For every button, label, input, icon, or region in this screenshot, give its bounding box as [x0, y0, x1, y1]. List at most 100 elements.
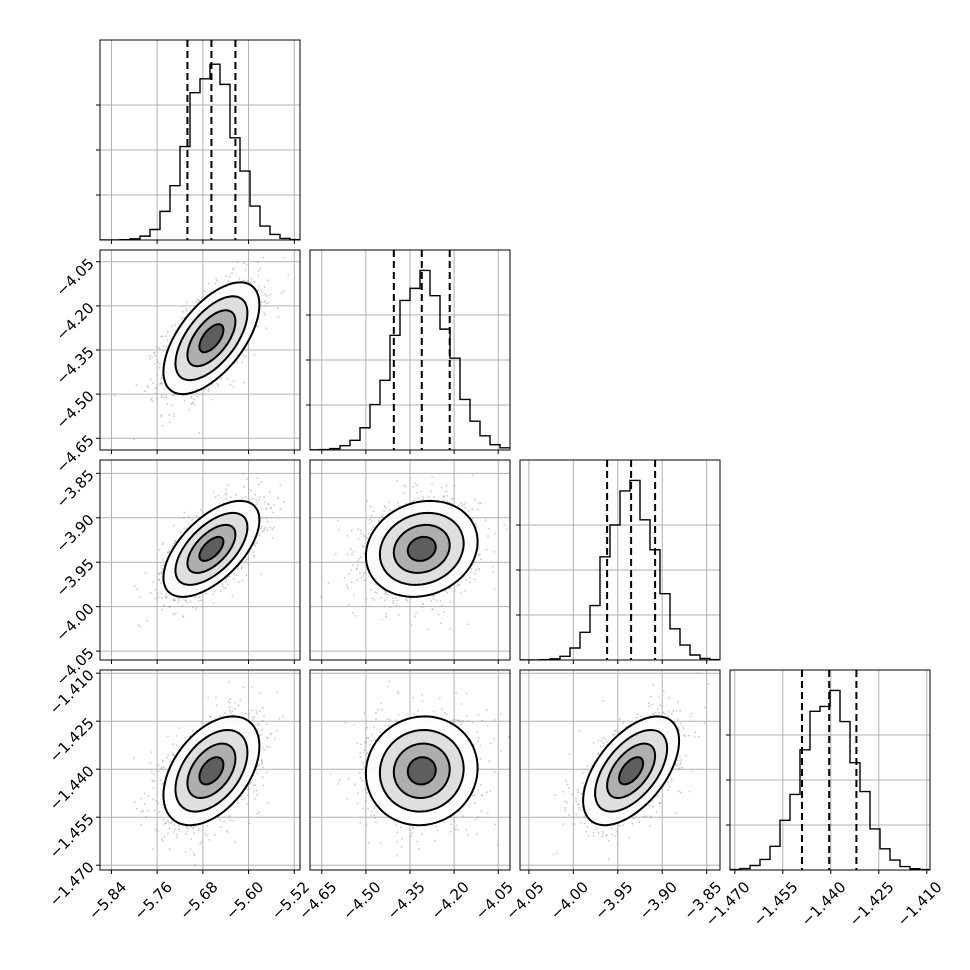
sample-point	[232, 386, 235, 388]
sample-point	[172, 542, 175, 544]
sample-point	[229, 383, 232, 386]
sample-point	[433, 594, 435, 597]
sample-point	[227, 583, 229, 586]
sample-point	[360, 532, 363, 535]
sample-point	[157, 770, 160, 773]
sample-point	[370, 589, 372, 591]
sample-point	[327, 582, 330, 584]
sample-point	[257, 270, 260, 272]
sample-point	[164, 595, 167, 598]
sample-point	[158, 347, 161, 349]
sample-point	[244, 269, 247, 271]
sample-point	[422, 602, 424, 605]
sample-point	[184, 736, 187, 739]
sample-point	[359, 529, 362, 532]
contour-1-0-2	[186, 309, 237, 368]
sample-point	[383, 510, 385, 512]
sample-point	[485, 548, 488, 551]
sample-point	[171, 544, 174, 547]
sample-point	[362, 545, 364, 548]
sample-point	[255, 498, 258, 501]
sample-point	[443, 499, 446, 502]
sample-point	[216, 279, 218, 282]
sample-point	[166, 757, 169, 759]
sample-point	[396, 480, 398, 482]
sample-point	[166, 403, 169, 405]
sample-point	[188, 515, 191, 518]
sample-point	[227, 484, 229, 487]
sample-point	[207, 697, 210, 699]
sample-point	[199, 508, 202, 511]
sample-point	[265, 327, 268, 330]
sample-point	[388, 500, 391, 503]
sample-point	[279, 508, 282, 510]
sample-point	[403, 484, 406, 487]
sample-point	[271, 536, 274, 539]
sample-point	[195, 301, 198, 303]
sample-point	[231, 595, 234, 597]
sample-point	[214, 282, 217, 285]
sample-point	[473, 578, 476, 580]
sample-point	[258, 499, 261, 502]
sample-point	[257, 274, 259, 277]
sample-point	[243, 381, 246, 384]
sample-point	[173, 457, 175, 459]
sample-point	[267, 301, 270, 304]
sample-point	[207, 282, 210, 285]
sample-point	[370, 528, 373, 530]
sample-point	[212, 602, 215, 605]
sample-point	[362, 574, 365, 577]
sample-point	[161, 335, 164, 338]
contour-2-0-1	[174, 511, 249, 586]
sample-point	[269, 507, 272, 509]
sample-point	[346, 553, 349, 556]
sample-point	[229, 712, 232, 714]
sample-point	[435, 599, 438, 602]
sample-point	[354, 615, 357, 617]
sample-point	[475, 526, 478, 528]
sample-point	[470, 567, 473, 570]
sample-point	[254, 493, 257, 496]
sample-point	[152, 581, 155, 583]
sample-point	[173, 824, 176, 826]
sample-point	[260, 573, 263, 576]
sample-point	[241, 361, 244, 363]
sample-point	[182, 310, 184, 313]
sample-point	[163, 388, 166, 391]
sample-point	[272, 511, 274, 514]
sample-point	[229, 698, 232, 700]
sample-point	[135, 384, 138, 387]
sample-point	[254, 545, 257, 547]
sample-point	[478, 547, 480, 550]
sample-point	[183, 400, 186, 402]
histogram-1	[310, 269, 510, 450]
sample-point	[160, 572, 163, 575]
sample-point	[183, 511, 186, 514]
sample-point	[195, 596, 198, 598]
sample-point	[137, 624, 140, 627]
sample-point	[225, 488, 227, 491]
sample-point	[469, 571, 472, 574]
sample-point	[345, 584, 348, 587]
sample-point	[431, 476, 434, 478]
sample-point	[343, 577, 346, 579]
sample-point	[242, 473, 245, 475]
sample-point	[442, 495, 445, 498]
sample-point	[234, 701, 237, 704]
sample-point	[362, 534, 365, 536]
histogram-0	[100, 63, 300, 240]
sample-point	[416, 491, 419, 494]
sample-point	[440, 486, 443, 489]
sample-point	[384, 506, 387, 509]
sample-point	[196, 395, 198, 397]
sample-point	[165, 593, 168, 595]
sample-point	[186, 601, 188, 604]
sample-point	[161, 838, 163, 840]
sample-point	[135, 807, 138, 810]
panel-layer	[96, 39, 931, 874]
sample-point	[357, 538, 360, 541]
sample-point	[334, 553, 337, 555]
sample-point	[232, 380, 235, 383]
sample-point	[449, 600, 452, 603]
sample-point	[169, 605, 171, 608]
